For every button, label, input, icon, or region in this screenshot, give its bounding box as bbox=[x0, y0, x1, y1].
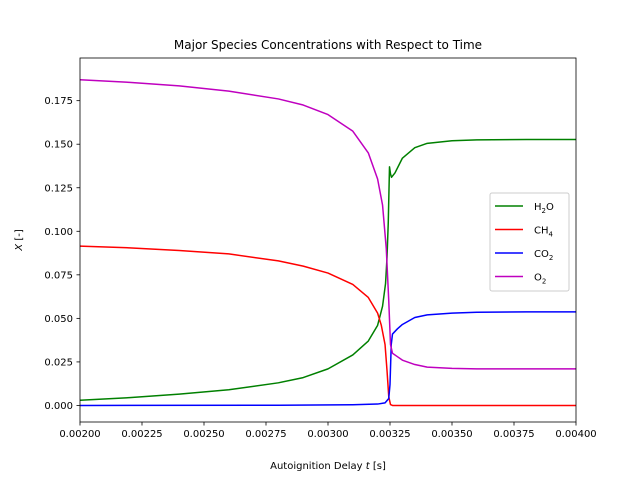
y-tick-label: 0.150 bbox=[44, 140, 73, 151]
y-tick-label: 0.000 bbox=[44, 401, 73, 412]
y-tick-label: 0.050 bbox=[44, 314, 73, 325]
x-tick-label: 0.00225 bbox=[121, 429, 162, 440]
series-line-co2 bbox=[80, 311, 576, 407]
legend: H2O CH4 CO2 O2 bbox=[489, 192, 570, 292]
x-tick-label: 0.00325 bbox=[369, 429, 410, 440]
legend-entries: H2O CH4 CO2 O2 bbox=[495, 202, 554, 286]
x-tick-label: 0.00400 bbox=[555, 429, 596, 440]
x-axis-title-suffix: [s] bbox=[370, 461, 386, 472]
y-tick-label: 0.100 bbox=[44, 227, 73, 238]
x-tick-label: 0.00375 bbox=[493, 429, 534, 440]
x-axis-title: Autoignition Delay t [s] bbox=[270, 461, 386, 472]
x-tick-label: 0.00350 bbox=[431, 429, 472, 440]
y-tick-label: 0.175 bbox=[44, 96, 73, 107]
y-axis-title-var: X bbox=[14, 243, 25, 252]
y-tick-label: 0.125 bbox=[44, 183, 73, 194]
x-tick-label: 0.00300 bbox=[307, 429, 348, 440]
series-line-ch4 bbox=[80, 245, 576, 407]
legend-label-ch4: CH4 bbox=[534, 226, 554, 239]
y-tick-label: 0.075 bbox=[44, 270, 73, 281]
legend-label-co2: CO2 bbox=[534, 249, 553, 262]
x-tick-label: 0.00275 bbox=[245, 429, 286, 440]
legend-label-h2o: H2O bbox=[534, 202, 554, 215]
series-line-o2 bbox=[80, 79, 576, 370]
series-layer bbox=[80, 79, 576, 407]
y-tick-label: 0.025 bbox=[44, 357, 73, 368]
ticks-layer: 0.00200 0.00225 0.00250 0.00275 0.00300 0.003… bbox=[44, 96, 596, 440]
legend-box bbox=[489, 192, 570, 292]
legend-label-o2: O2 bbox=[534, 273, 546, 286]
x-tick-label: 0.00200 bbox=[59, 429, 100, 440]
x-axis-title-var: t bbox=[366, 461, 371, 472]
plot-frame bbox=[79, 57, 577, 423]
chart-title: Major Species Concentrations with Respec… bbox=[174, 38, 482, 52]
x-tick-label: 0.00250 bbox=[183, 429, 224, 440]
y-axis-title: X [-] bbox=[14, 229, 25, 252]
x-axis-title-prefix: Autoignition Delay bbox=[270, 461, 366, 472]
y-axis-title-suffix: [-] bbox=[14, 229, 25, 244]
